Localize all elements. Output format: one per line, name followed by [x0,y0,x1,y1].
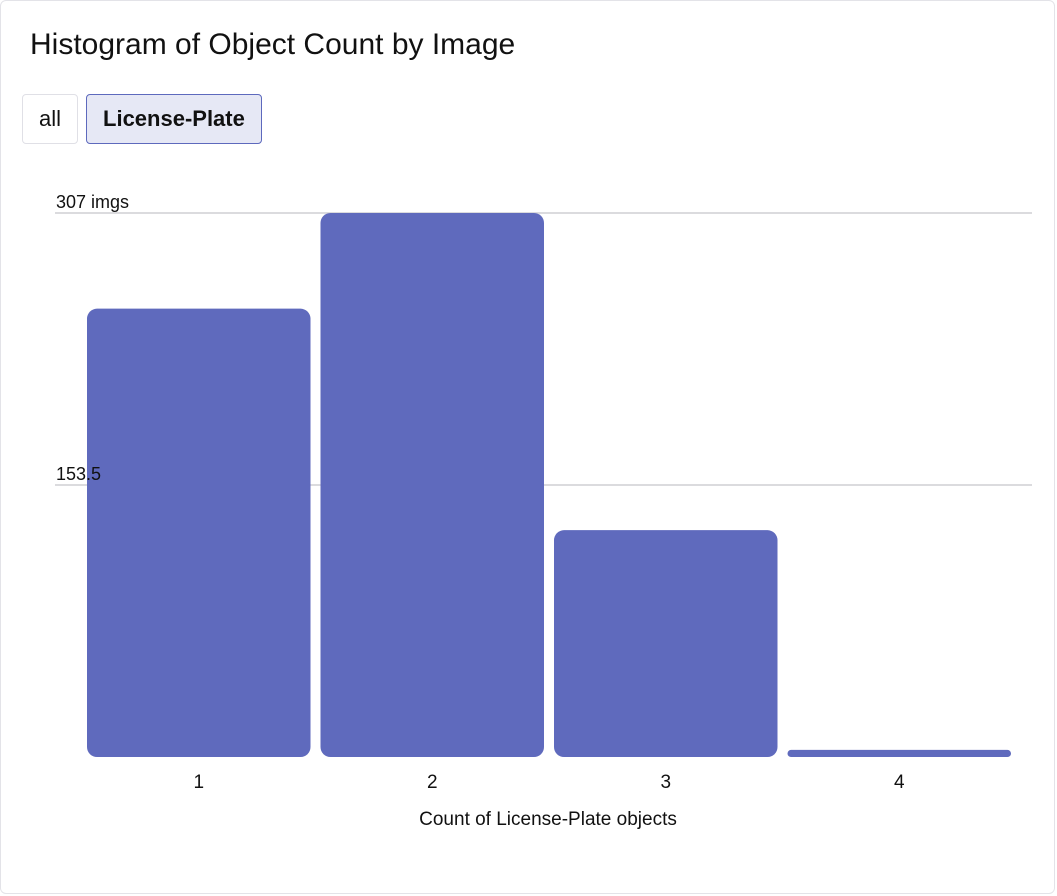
bar-3[interactable] [554,530,778,757]
x-tick-label: 3 [660,772,671,793]
x-tick-label: 2 [427,772,438,793]
bar-4[interactable] [787,749,1012,757]
y-tick-labels: 307 imgs 153.5 [56,192,129,484]
bars [87,213,1011,757]
filter-all-button[interactable]: all [22,94,79,144]
chart-title: Histogram of Object Count by Image [30,28,516,61]
bar-2[interactable] [320,213,545,757]
x-tick-label: 1 [193,772,204,793]
x-tick-label: 4 [894,772,905,793]
y-tick-label: 307 imgs [56,192,129,212]
filter-toggle-group: all License-Plate [22,94,262,144]
filter-license-plate-button[interactable]: License-Plate [86,94,262,144]
bar-1[interactable] [87,308,311,757]
y-tick-label: 153.5 [56,464,101,484]
x-tick-labels: 1 2 3 4 [193,772,905,793]
x-axis-label: Count of License-Plate objects [419,809,677,830]
